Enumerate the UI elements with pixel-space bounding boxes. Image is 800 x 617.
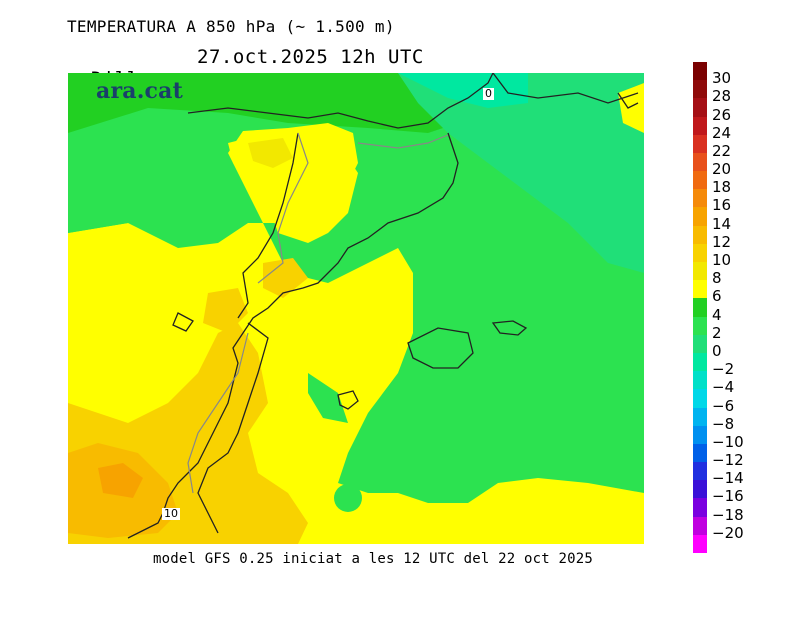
coastlines: [127, 73, 639, 539]
field-yellow-ne: [618, 83, 644, 133]
legend-label: −16: [712, 487, 744, 506]
isoline-label-10: 10: [162, 507, 180, 520]
legend-swatch: [693, 171, 707, 190]
field-cold-ne: [398, 73, 644, 273]
legend-label: 14: [712, 214, 732, 233]
legend-swatch: [693, 498, 707, 518]
legend-swatch: [693, 334, 707, 354]
legend-swatch: [693, 371, 707, 390]
legend-label: 22: [712, 141, 732, 160]
legend-swatch: [693, 189, 707, 208]
color-legend: [693, 62, 707, 554]
legend-swatch: [693, 352, 707, 372]
model-info: model GFS 0.25 iniciat a les 12 UTC del …: [153, 551, 594, 567]
legend-swatch: [693, 298, 707, 318]
legend-swatch: [693, 152, 707, 172]
field-orange-hot: [98, 463, 143, 498]
legend-label: −12: [712, 451, 744, 470]
legend-label: 2: [712, 323, 722, 342]
forecast-datetime: 27.oct.2025 12h UTC: [197, 46, 424, 68]
legend-label: 24: [712, 123, 732, 142]
color-legend-labels: 30 28 26 24 22 20 18 16 14 12 10 8 6 4 2 0 −2 −4 −6 −8 −10 −1…: [712, 62, 772, 553]
field-orange-delta: [263, 258, 308, 298]
field-yellow-bright: [248, 138, 293, 168]
legend-swatch: [693, 134, 707, 154]
field-green-patch: [334, 484, 362, 512]
legend-swatch: [693, 62, 707, 81]
legend-label: 8: [712, 269, 722, 288]
legend-swatch: [693, 80, 707, 99]
legend-label: 16: [712, 196, 732, 215]
legend-label: −4: [712, 378, 735, 397]
legend-label: 30: [712, 69, 732, 88]
legend-label: 4: [712, 305, 722, 324]
legend-label: −10: [712, 432, 744, 451]
legend-label: 26: [712, 105, 732, 124]
legend-swatch: [693, 516, 707, 536]
legend-label: −18: [712, 505, 744, 524]
legend-swatch: [693, 116, 707, 136]
legend-label: −14: [712, 469, 744, 488]
legend-label: 20: [712, 160, 732, 179]
ara-cat-logo: ara.cat: [96, 78, 183, 104]
field-green-west: [68, 143, 148, 233]
legend-swatch: [693, 534, 707, 554]
legend-swatch: [693, 243, 707, 263]
legend-swatch: [693, 407, 707, 427]
legend-swatch: [693, 280, 707, 299]
legend-label: 28: [712, 87, 732, 106]
legend-label: 0: [712, 341, 722, 360]
legend-swatch: [693, 316, 707, 336]
legend-label: 12: [712, 232, 732, 251]
legend-label: −6: [712, 396, 735, 415]
field-orange-inland: [203, 288, 248, 333]
legend-label: 18: [712, 178, 732, 197]
temperature-field: [68, 73, 644, 544]
legend-swatch: [693, 225, 707, 245]
legend-swatch: [693, 425, 707, 445]
legend-swatch: [693, 462, 707, 481]
legend-label: −2: [712, 360, 735, 379]
legend-label: 6: [712, 287, 722, 306]
legend-swatch: [693, 389, 707, 408]
borders: [187, 132, 449, 494]
legend-swatch: [693, 480, 707, 499]
legend-swatch: [693, 262, 707, 281]
legend-label: 10: [712, 251, 732, 270]
legend-swatch: [693, 443, 707, 463]
legend-label: −20: [712, 523, 744, 542]
map-title: TEMPERATURA A 850 hPa (~ 1.500 m): [67, 17, 395, 36]
legend-swatch: [693, 207, 707, 227]
isoline-label-0: 0: [483, 87, 494, 100]
field-colder-n: [398, 73, 528, 108]
legend-swatch: [693, 98, 707, 118]
temperature-map[interactable]: ara.cat 0 10: [68, 73, 644, 544]
field-green-coast: [308, 373, 348, 423]
legend-label: −8: [712, 414, 735, 433]
